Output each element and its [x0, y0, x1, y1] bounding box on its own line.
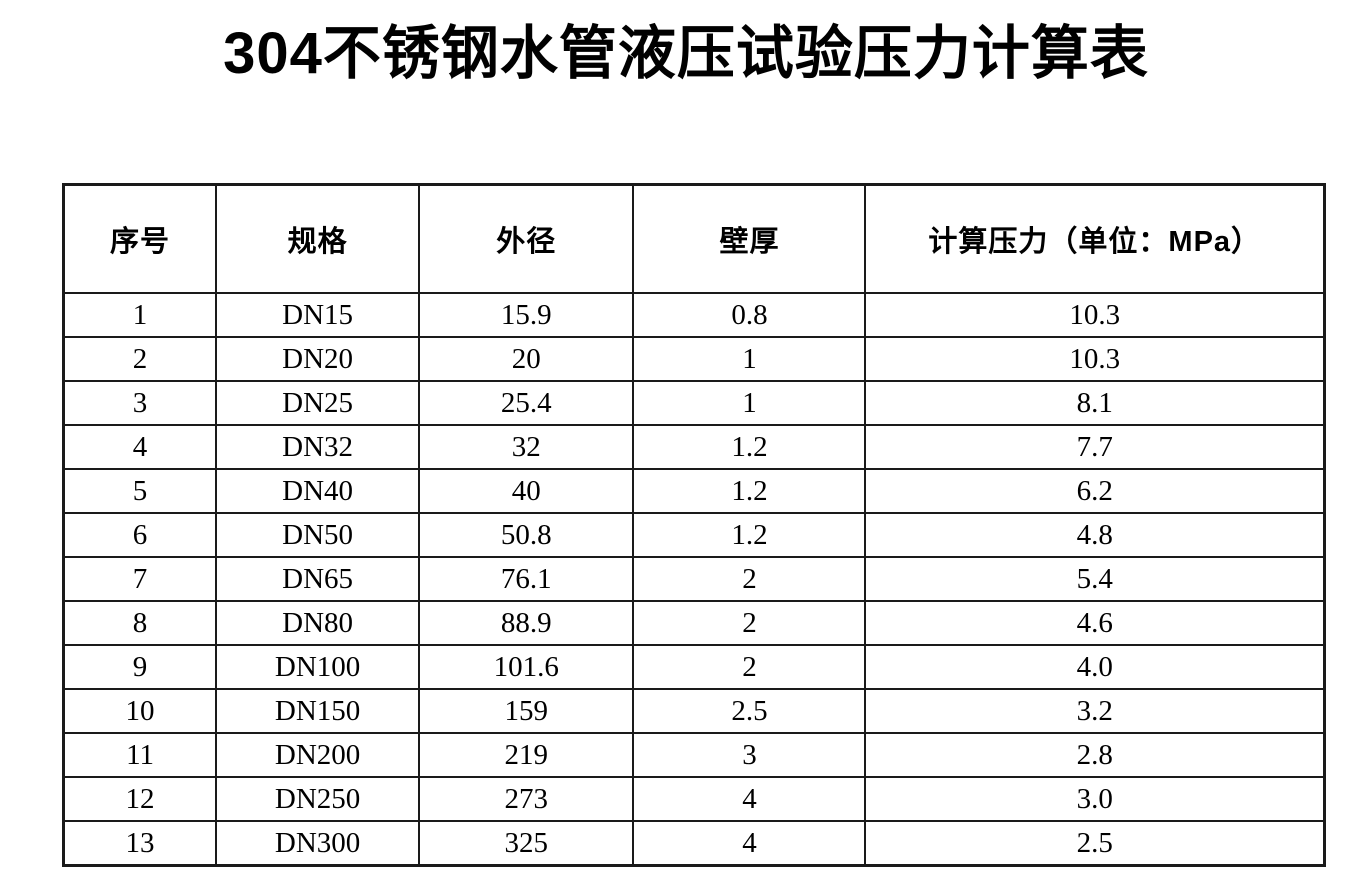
table-cell: 2.5: [632, 688, 867, 734]
table-cell: DN40: [215, 468, 421, 514]
table-cell: 4.8: [864, 512, 1326, 558]
table-cell: DN80: [215, 600, 421, 646]
table-cell: 15.9: [418, 292, 635, 338]
table-cell: DN50: [215, 512, 421, 558]
table-row: 5 DN40 40 1.2 6.2: [62, 468, 1326, 514]
table-cell: 20: [418, 336, 635, 382]
table-cell: 2.8: [864, 732, 1326, 778]
column-header-0: 序号: [62, 183, 218, 294]
table-cell: 7.7: [864, 424, 1326, 470]
table-row: 2 DN20 20 1 10.3: [62, 336, 1326, 382]
column-header-2: 外径: [418, 183, 635, 294]
table-cell: 10: [62, 688, 218, 734]
table-cell: DN300: [215, 820, 421, 867]
table-cell: 8.1: [864, 380, 1326, 426]
table-cell: 9: [62, 644, 218, 690]
table-cell: 76.1: [418, 556, 635, 602]
table-cell: 2: [632, 600, 867, 646]
table-cell: 4: [632, 820, 867, 867]
table-cell: DN20: [215, 336, 421, 382]
table-row: 11 DN200 219 3 2.8: [62, 732, 1326, 778]
pressure-calculation-table: 序号 规格 外径 壁厚 计算压力（单位：MPa） 1 DN15 15.9 0.8 10.3 2 DN…: [62, 183, 1326, 867]
table-cell: 1.2: [632, 512, 867, 558]
table-cell: 50.8: [418, 512, 635, 558]
table-cell: 11: [62, 732, 218, 778]
table-cell: DN200: [215, 732, 421, 778]
table-header-row: 序号 规格 外径 壁厚 计算压力（单位：MPa）: [62, 183, 1326, 294]
table-cell: DN100: [215, 644, 421, 690]
table-cell: 1: [62, 292, 218, 338]
table-cell: 88.9: [418, 600, 635, 646]
table-cell: 10.3: [864, 336, 1326, 382]
table-cell: 4: [632, 776, 867, 822]
table-body: 1 DN15 15.9 0.8 10.3 2 DN20 20 1 10.3 3 DN25 25.4 1 8.…: [62, 292, 1326, 867]
table-cell: 8: [62, 600, 218, 646]
table-cell: 25.4: [418, 380, 635, 426]
table-cell: 2: [632, 644, 867, 690]
table-cell: 3: [62, 380, 218, 426]
table-row: 8 DN80 88.9 2 4.6: [62, 600, 1326, 646]
table-cell: 0.8: [632, 292, 867, 338]
table-row: 1 DN15 15.9 0.8 10.3: [62, 292, 1326, 338]
table-head: 序号 规格 外径 壁厚 计算压力（单位：MPa）: [62, 183, 1326, 294]
table-cell: 40: [418, 468, 635, 514]
table-row: 4 DN32 32 1.2 7.7: [62, 424, 1326, 470]
table-cell: DN65: [215, 556, 421, 602]
table-cell: 12: [62, 776, 218, 822]
table-cell: 5: [62, 468, 218, 514]
table-row: 3 DN25 25.4 1 8.1: [62, 380, 1326, 426]
table-row: 7 DN65 76.1 2 5.4: [62, 556, 1326, 602]
table-cell: 4: [62, 424, 218, 470]
table-row: 13 DN300 325 4 2.5: [62, 820, 1326, 867]
column-header-3: 壁厚: [632, 183, 867, 294]
table-cell: DN25: [215, 380, 421, 426]
table-cell: DN32: [215, 424, 421, 470]
table-cell: 325: [418, 820, 635, 867]
page-title: 304不锈钢水管液压试验压力计算表: [223, 21, 1149, 86]
table-cell: DN250: [215, 776, 421, 822]
table-cell: 3.0: [864, 776, 1326, 822]
table-cell: DN15: [215, 292, 421, 338]
table-cell: 2: [62, 336, 218, 382]
table-cell: 3.2: [864, 688, 1326, 734]
table-cell: 1: [632, 380, 867, 426]
table-cell: 13: [62, 820, 218, 867]
table-cell: 219: [418, 732, 635, 778]
table-cell: 7: [62, 556, 218, 602]
table-cell: 6: [62, 512, 218, 558]
table-row: 6 DN50 50.8 1.2 4.8: [62, 512, 1326, 558]
table-row: 9 DN100 101.6 2 4.0: [62, 644, 1326, 690]
table-cell: 5.4: [864, 556, 1326, 602]
table-cell: DN150: [215, 688, 421, 734]
table-row: 12 DN250 273 4 3.0: [62, 776, 1326, 822]
table-cell: 3: [632, 732, 867, 778]
table-cell: 101.6: [418, 644, 635, 690]
table-row: 10 DN150 159 2.5 3.2: [62, 688, 1326, 734]
table-cell: 1: [632, 336, 867, 382]
column-header-1: 规格: [215, 183, 421, 294]
table-cell: 1.2: [632, 424, 867, 470]
table-cell: 273: [418, 776, 635, 822]
table-cell: 159: [418, 688, 635, 734]
table-cell: 4.6: [864, 600, 1326, 646]
table-cell: 10.3: [864, 292, 1326, 338]
column-header-4: 计算压力（单位：MPa）: [864, 183, 1326, 294]
table-cell: 2.5: [864, 820, 1326, 867]
table-cell: 2: [632, 556, 867, 602]
table-cell: 4.0: [864, 644, 1326, 690]
table-cell: 6.2: [864, 468, 1326, 514]
table-cell: 32: [418, 424, 635, 470]
table-cell: 1.2: [632, 468, 867, 514]
